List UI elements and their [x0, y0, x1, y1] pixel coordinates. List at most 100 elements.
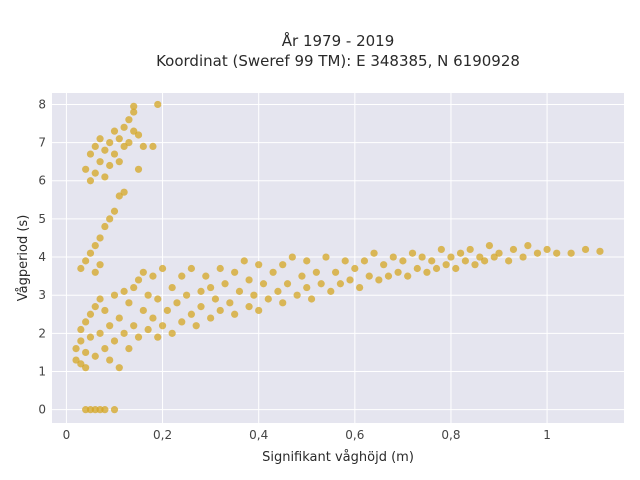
scatter-point: [72, 345, 80, 353]
scatter-point: [101, 345, 109, 353]
scatter-point: [106, 138, 114, 147]
scatter-point: [115, 364, 123, 372]
x-tick-label: 0,8: [441, 428, 460, 442]
scatter-point: [182, 291, 191, 299]
scatter-point: [110, 127, 119, 135]
scatter-point: [96, 261, 104, 269]
scatter-point: [384, 272, 393, 280]
scatter-point: [351, 264, 359, 273]
scatter-point: [158, 322, 167, 330]
scatter-point: [86, 310, 95, 318]
scatter-point: [110, 150, 119, 158]
scatter-point: [216, 264, 224, 273]
scatter-point: [101, 306, 109, 315]
y-tick-label: 8: [38, 97, 46, 111]
scatter-point: [86, 249, 95, 257]
x-tick-label: 1: [543, 428, 551, 442]
scatter-point: [485, 242, 494, 250]
scatter-point: [245, 303, 253, 311]
scatter-point: [360, 257, 369, 265]
scatter-point: [101, 146, 109, 154]
scatter-point: [154, 100, 162, 109]
scatter-point: [110, 337, 119, 345]
scatter-point: [72, 356, 80, 364]
scatter-point: [380, 261, 388, 269]
scatter-point: [404, 272, 412, 280]
y-tick-label: 6: [38, 174, 46, 188]
scatter-point: [101, 406, 109, 414]
scatter-point: [110, 207, 119, 215]
scatter-point: [178, 272, 186, 280]
scatter-point: [452, 264, 460, 273]
scatter-point: [86, 177, 95, 185]
scatter-point: [303, 257, 311, 265]
scatter-point: [221, 280, 229, 288]
scatter-point: [207, 314, 215, 322]
scatter-point: [120, 123, 128, 131]
scatter-point: [341, 257, 349, 265]
scatter-point: [168, 329, 176, 337]
scatter-point: [481, 257, 489, 265]
scatter-point: [293, 291, 301, 299]
scatter-point: [130, 322, 138, 330]
scatter-point: [173, 299, 181, 307]
scatter-point: [110, 406, 119, 414]
scatter-point: [274, 287, 282, 295]
scatter-point: [211, 295, 220, 303]
scatter-point: [106, 161, 114, 170]
scatter-point: [370, 249, 378, 257]
scatter-point: [259, 280, 268, 288]
scatter-point: [158, 264, 167, 273]
scatter-point: [106, 215, 114, 223]
scatter-point: [96, 295, 104, 303]
y-tick-label: 1: [38, 364, 46, 378]
scatter-point: [279, 299, 287, 307]
scatter-point: [86, 150, 95, 158]
scatter-point: [553, 249, 561, 257]
scatter-point: [283, 280, 292, 288]
scatter-point: [418, 253, 426, 261]
scatter-point: [82, 318, 90, 326]
scatter-point: [519, 253, 527, 261]
scatter-point: [82, 348, 90, 357]
scatter-point: [149, 142, 157, 151]
scatter-point: [130, 127, 138, 135]
scatter-point: [298, 272, 306, 280]
scatter-point: [533, 249, 542, 257]
scatter-point: [192, 322, 200, 330]
scatter-point: [91, 303, 99, 311]
x-tick-label: 0,4: [249, 428, 268, 442]
scatter-point: [125, 299, 133, 307]
scatter-point: [509, 245, 518, 254]
scatter-point: [216, 306, 224, 315]
scatter-point: [96, 158, 104, 166]
scatter-point: [187, 310, 195, 318]
scatter-point: [120, 188, 128, 196]
grid-layer: [52, 93, 624, 423]
scatter-point: [307, 295, 316, 303]
scatter-point: [154, 333, 162, 341]
scatter-point: [428, 257, 436, 265]
scatter-point: [91, 242, 99, 250]
scatter-point: [77, 360, 85, 368]
scatter-point: [134, 333, 143, 341]
chart-title-line-2: Koordinat (Sweref 99 TM): E 348385, N 61…: [156, 52, 520, 70]
scatter-point: [125, 138, 133, 147]
scatter-point: [125, 345, 133, 353]
scatter-point: [327, 287, 335, 295]
scatter-point: [346, 276, 354, 284]
y-tick-label: 0: [38, 403, 46, 417]
scatter-point: [207, 283, 215, 292]
scatter-point: [394, 268, 402, 276]
scatter-point: [461, 257, 469, 265]
ticks-layer: 0 0,2 0,4 0,6 0,8 1 0 1 2 3 4 5 6 7 8: [38, 97, 551, 442]
scatter-point: [255, 261, 263, 269]
scatter-point: [399, 257, 407, 265]
scatter-point: [115, 158, 123, 166]
scatter-point: [269, 268, 277, 276]
scatter-point: [264, 295, 272, 303]
scatter-point: [91, 352, 99, 360]
scatter-point: [197, 287, 205, 295]
scatter-point: [197, 303, 205, 311]
scatter-point: [505, 257, 513, 265]
